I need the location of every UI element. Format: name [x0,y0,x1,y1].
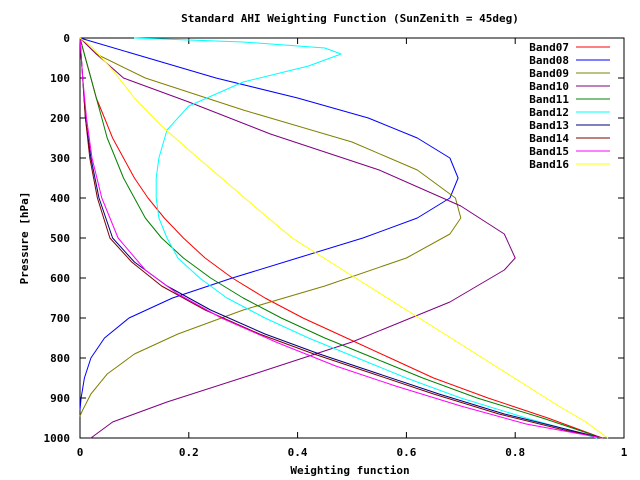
legend-label: Band10 [529,80,569,93]
series-line-band08 [79,37,459,411]
x-tick-label: 0.2 [179,446,199,459]
legend-label: Band14 [529,132,569,145]
legend: Band07Band08Band09Band10Band11Band12Band… [529,41,610,171]
series-lines [79,37,609,439]
x-tick-label: 0.6 [396,446,416,459]
legend-label: Band13 [529,119,569,132]
y-tick-label: 400 [50,192,70,205]
y-tick-label: 300 [50,152,70,165]
series-line-band12 [133,37,598,439]
y-tick-label: 600 [50,272,70,285]
series-line-band09 [79,37,462,417]
legend-label: Band12 [529,106,569,119]
series-line-band15 [79,37,603,439]
x-axis-label: Weighting function [290,464,409,477]
legend-label: Band07 [529,41,569,54]
series-line-band11 [79,37,603,439]
chart-title: Standard AHI Weighting Function (SunZeni… [181,12,519,25]
series-line-band14 [79,37,603,439]
legend-label: Band15 [529,145,569,158]
legend-label: Band11 [529,93,569,106]
y-axis: 0 100 200 300 400 500 600 700 800 900 1000 [44,32,624,445]
series-line-band16 [79,37,609,439]
y-tick-label: 0 [63,32,70,45]
y-tick-label: 700 [50,312,70,325]
x-tick-label: 0.8 [505,446,525,459]
y-tick-label: 1000 [44,432,71,445]
series-line-band10 [79,37,516,439]
y-tick-label: 900 [50,392,70,405]
x-tick-label: 1 [621,446,628,459]
y-tick-label: 200 [50,112,70,125]
y-axis-label: Pressure [hPa] [18,192,31,285]
x-tick-label: 0 [77,446,84,459]
legend-label: Band08 [529,54,569,67]
series-line-band13 [79,37,603,439]
y-tick-label: 100 [50,72,70,85]
series-line-band07 [79,37,603,439]
legend-label: Band16 [529,158,569,171]
x-tick-label: 0.4 [288,446,308,459]
x-axis: 0 0.2 0.4 0.6 0.8 1 [77,38,628,459]
y-tick-label: 800 [50,352,70,365]
legend-label: Band09 [529,67,569,80]
y-tick-label: 500 [50,232,70,245]
